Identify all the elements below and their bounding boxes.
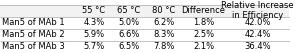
Text: 6.6%: 6.6% [118, 30, 140, 39]
Text: 36.4%: 36.4% [244, 42, 271, 51]
Bar [0, 29, 289, 41]
Text: Man5 of MAb 1: Man5 of MAb 1 [2, 18, 65, 27]
Bar [0, 5, 289, 17]
Text: Man5 of MAb 2: Man5 of MAb 2 [2, 30, 65, 39]
Text: 42.4%: 42.4% [244, 30, 271, 39]
Text: 6.5%: 6.5% [118, 42, 140, 51]
Text: 80 °C: 80 °C [152, 6, 175, 15]
Bar [0, 41, 289, 53]
Text: Difference: Difference [182, 6, 226, 15]
Text: 2.1%: 2.1% [193, 42, 214, 51]
Text: 4.3%: 4.3% [83, 18, 105, 27]
Text: Relative Increase
in Efficiency: Relative Increase in Efficiency [221, 1, 294, 20]
Text: 2.5%: 2.5% [193, 30, 214, 39]
Text: 1.8%: 1.8% [193, 18, 214, 27]
Text: 5.9%: 5.9% [83, 30, 104, 39]
Text: 5.7%: 5.7% [83, 42, 105, 51]
Text: 6.2%: 6.2% [153, 18, 174, 27]
Text: 55 °C: 55 °C [82, 6, 106, 15]
Text: 5.0%: 5.0% [118, 18, 139, 27]
Bar [0, 17, 289, 29]
Text: 42.0%: 42.0% [244, 18, 271, 27]
Text: 7.8%: 7.8% [153, 42, 174, 51]
Text: Man5 of MAb 3: Man5 of MAb 3 [2, 42, 65, 51]
Text: 65 °C: 65 °C [117, 6, 140, 15]
Text: 8.3%: 8.3% [153, 30, 174, 39]
